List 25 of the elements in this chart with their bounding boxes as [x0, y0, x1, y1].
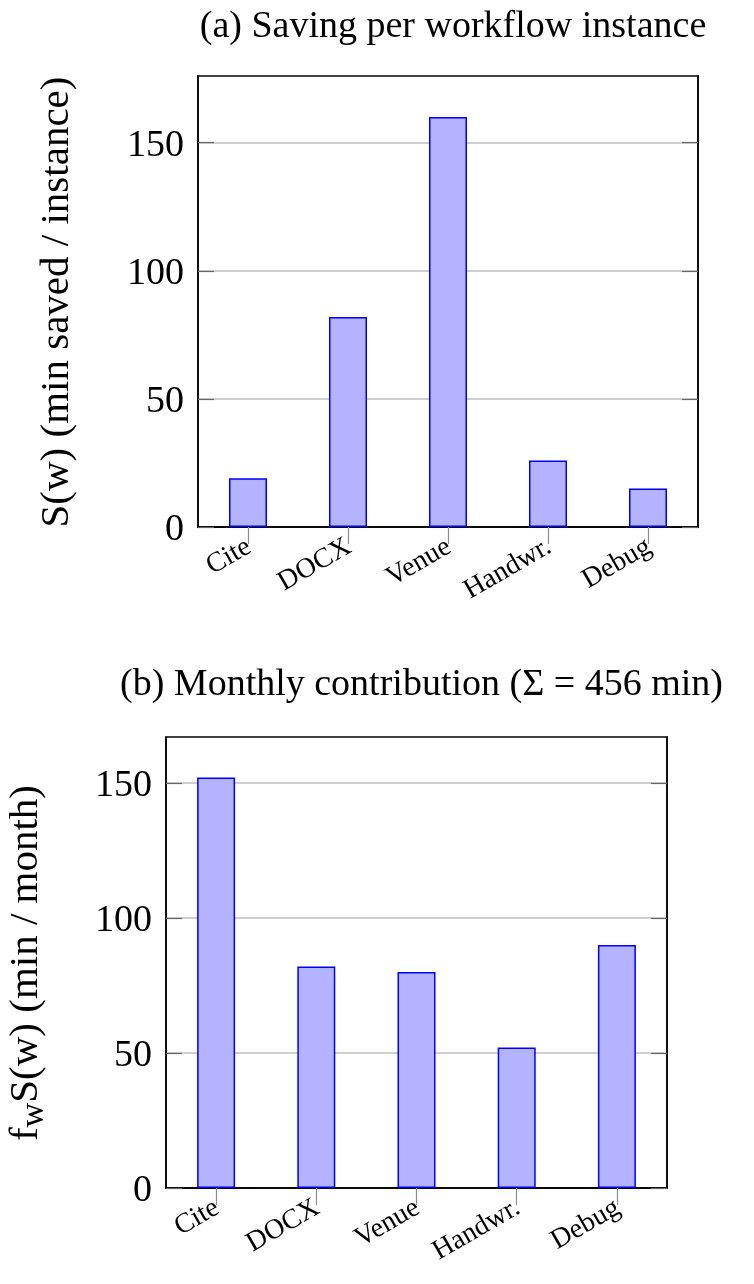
bar	[197, 777, 236, 1188]
y-tick-label: 50	[146, 377, 184, 420]
y-axis-title: S(w) (min saved / instance)	[31, 76, 78, 527]
y-tick-label: 100	[95, 896, 152, 939]
bar	[497, 1047, 536, 1188]
x-tick-label: Venue	[348, 1190, 425, 1253]
y-tick-label: 100	[127, 249, 184, 292]
y-tick-label: 0	[165, 506, 184, 548]
bar	[529, 460, 567, 527]
bar	[329, 316, 367, 527]
y-tick-label: 150	[127, 121, 184, 164]
x-tick-label: Venue	[379, 529, 456, 592]
x-tick-label: Cite	[167, 1190, 224, 1241]
chart-title: (b) Monthly contribution (Σ = 456 min)	[120, 661, 723, 704]
x-tick-label: Cite	[199, 529, 256, 580]
bar	[297, 966, 336, 1188]
bar	[429, 117, 467, 527]
bar	[397, 971, 436, 1188]
chart-title: (a) Saving per workflow instance	[199, 3, 707, 46]
y-tick-label: 150	[95, 761, 152, 804]
bar	[229, 478, 267, 527]
y-tick-label: 50	[114, 1031, 152, 1074]
bar	[597, 944, 636, 1188]
y-tick-label: 0	[133, 1167, 152, 1209]
bar	[629, 488, 667, 527]
